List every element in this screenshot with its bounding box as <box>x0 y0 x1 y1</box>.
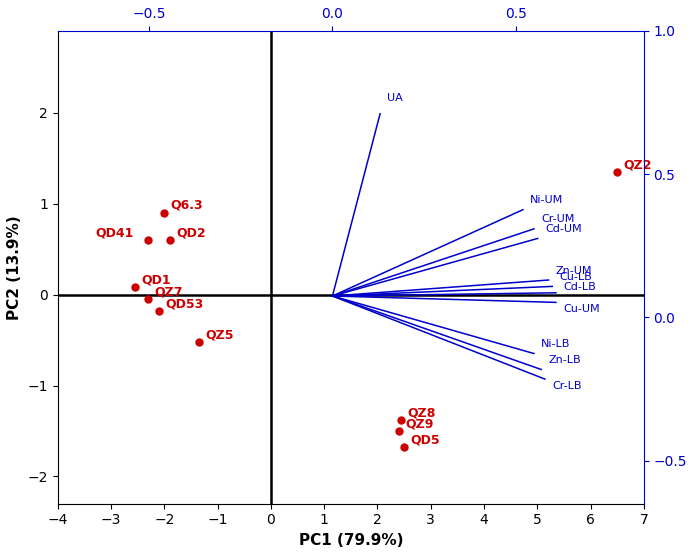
Y-axis label: PC2 (13.9%): PC2 (13.9%) <box>7 215 22 320</box>
Text: Cd-LB: Cd-LB <box>564 281 596 291</box>
Text: QD41: QD41 <box>95 226 133 239</box>
Text: QD53: QD53 <box>165 297 203 310</box>
Text: Cr-LB: Cr-LB <box>552 381 582 391</box>
Text: Q6.3: Q6.3 <box>171 199 203 212</box>
Text: Zn-LB: Zn-LB <box>548 355 581 365</box>
Text: QZ5: QZ5 <box>205 328 234 341</box>
Text: QZ2: QZ2 <box>624 158 652 171</box>
Text: QD2: QD2 <box>176 226 205 239</box>
Text: Cr-UM: Cr-UM <box>541 214 575 224</box>
Text: Ni-LB: Ni-LB <box>541 339 570 349</box>
Text: Cu-LB: Cu-LB <box>559 272 593 282</box>
Text: Zn-UM: Zn-UM <box>556 266 593 276</box>
Text: QD1: QD1 <box>142 274 171 286</box>
Text: Ni-UM: Ni-UM <box>530 195 564 205</box>
X-axis label: PC1 (79.9%): PC1 (79.9%) <box>298 533 403 548</box>
Text: Cu-UM: Cu-UM <box>564 304 600 314</box>
Text: QZ8: QZ8 <box>408 406 436 420</box>
Text: QZ9: QZ9 <box>405 417 434 430</box>
Text: Cd-UM: Cd-UM <box>545 224 582 234</box>
Text: QZ7: QZ7 <box>155 285 183 299</box>
Text: QD5: QD5 <box>410 433 440 447</box>
Text: UA: UA <box>387 93 403 103</box>
